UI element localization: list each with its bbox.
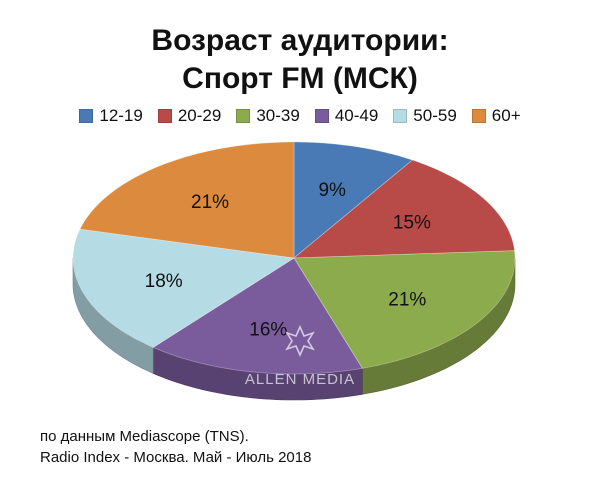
legend-item-20-29: 20-29	[157, 106, 222, 126]
chart-title: Возраст аудитории: Спорт FM (МСК)	[0, 22, 600, 98]
legend-label: 40-49	[334, 106, 379, 125]
legend-swatch	[393, 109, 408, 123]
pie-data-label: 16%	[249, 320, 287, 341]
chart-legend: 12-19 20-29 30-39 40-49 50-59 60+	[0, 106, 600, 126]
chart-title-line-1: Возраст аудитории:	[151, 24, 449, 57]
pie-slice-12-19	[293, 141, 414, 259]
chart-title-line-2: Спорт FM (МСК)	[182, 62, 418, 95]
legend-item-40-49: 40-49	[314, 106, 379, 126]
pie-slice-60+	[79, 141, 295, 259]
source-line-2: Radio Index - Москва. Май - Июль 2018	[40, 449, 312, 466]
legend-item-12-19: 12-19	[79, 106, 143, 126]
pie-slice-50-59	[72, 228, 296, 348]
star-logo-icon	[285, 325, 315, 357]
legend-item-60-plus: 60+	[471, 106, 521, 126]
legend-swatch	[314, 109, 329, 123]
legend-swatch	[79, 109, 94, 123]
legend-label: 50-59	[413, 106, 457, 125]
pie-data-label: 21%	[388, 289, 426, 310]
allen-media-watermark: ALLEN MEDIA	[245, 325, 355, 388]
legend-item-50-59: 50-59	[393, 106, 457, 126]
legend-swatch	[236, 109, 251, 123]
pie-slice-30-39	[293, 250, 516, 369]
pie-data-label: 15%	[393, 212, 431, 233]
legend-label: 60+	[491, 106, 521, 125]
pie-slice-20-29	[292, 159, 516, 259]
source-line-1: по данным Mediascope (TNS).	[40, 428, 249, 445]
watermark-text: ALLEN MEDIA	[245, 371, 355, 388]
pie-data-label: 9%	[318, 180, 346, 201]
pie-data-label: 18%	[145, 271, 183, 292]
pie-slices	[72, 141, 516, 375]
legend-swatch	[157, 109, 172, 123]
legend-label: 12-19	[99, 106, 143, 125]
pie-data-labels: 9% 15% 21% 16% 18% 21%	[145, 180, 431, 341]
legend-label: 20-29	[177, 106, 222, 125]
source-note: по данным Mediascope (TNS). Radio Index …	[40, 426, 311, 468]
legend-label: 30-39	[256, 106, 300, 125]
pie-data-label: 21%	[191, 192, 229, 213]
legend-item-30-39: 30-39	[236, 106, 300, 126]
legend-swatch	[471, 109, 486, 123]
